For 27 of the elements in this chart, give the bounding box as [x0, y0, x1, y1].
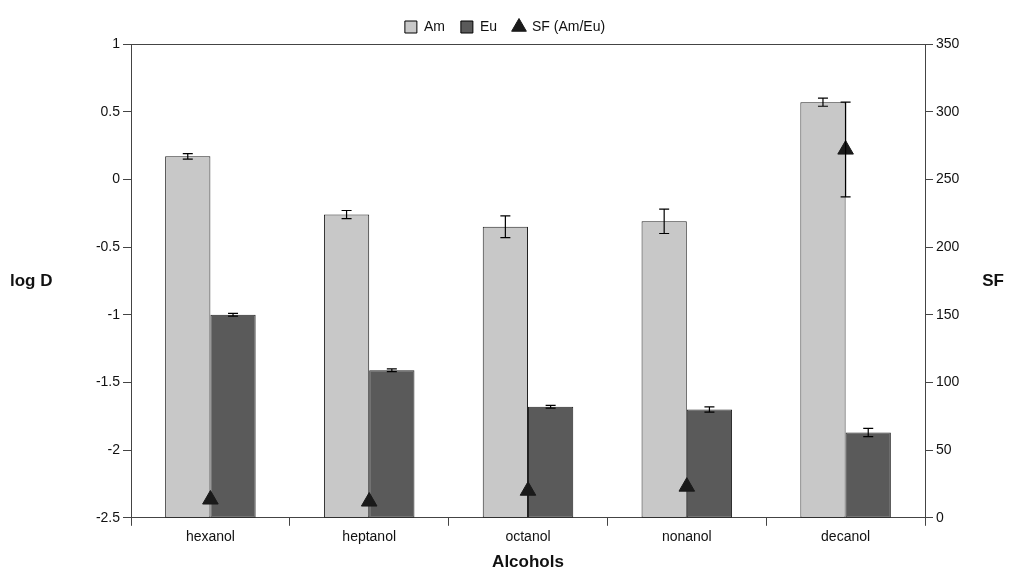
y-tick-label: -2.5 [95, 508, 121, 525]
legend-label: SF (Am/Eu) [532, 17, 606, 34]
x-tick-label: octanol [505, 528, 551, 545]
x-tick-label: nonanol [661, 528, 712, 545]
y-axis-title: log D [10, 270, 53, 290]
y2-axis-title: SF [982, 270, 1004, 290]
y2-tick-label: 100 [936, 373, 960, 390]
y-tick-label: -1.5 [95, 373, 121, 390]
y-tick-label: 1 [112, 34, 121, 51]
x-tick-label: heptanol [342, 528, 397, 545]
y-tick-label: 0.5 [100, 102, 121, 119]
y2-tick-label: 200 [936, 237, 960, 254]
y2-tick-label: 350 [936, 34, 960, 51]
y-tick-label: -2 [107, 440, 121, 457]
y2-tick-label: 300 [936, 102, 960, 119]
y2-tick-label: 250 [936, 170, 960, 187]
y-tick-label: -1 [107, 305, 121, 322]
y2-tick-label: 150 [936, 305, 960, 322]
x-tick-label: decanol [821, 528, 871, 545]
x-tick-label: hexanol [185, 528, 235, 545]
legend-label: Eu [479, 17, 497, 34]
y-tick-label: -0.5 [95, 237, 121, 254]
y2-tick-label: 0 [936, 508, 944, 525]
legend-label: Am [423, 17, 445, 34]
y-tick-label: 0 [112, 170, 121, 187]
x-axis-title: Alcohols [492, 552, 564, 572]
y2-tick-label: 50 [936, 440, 952, 457]
